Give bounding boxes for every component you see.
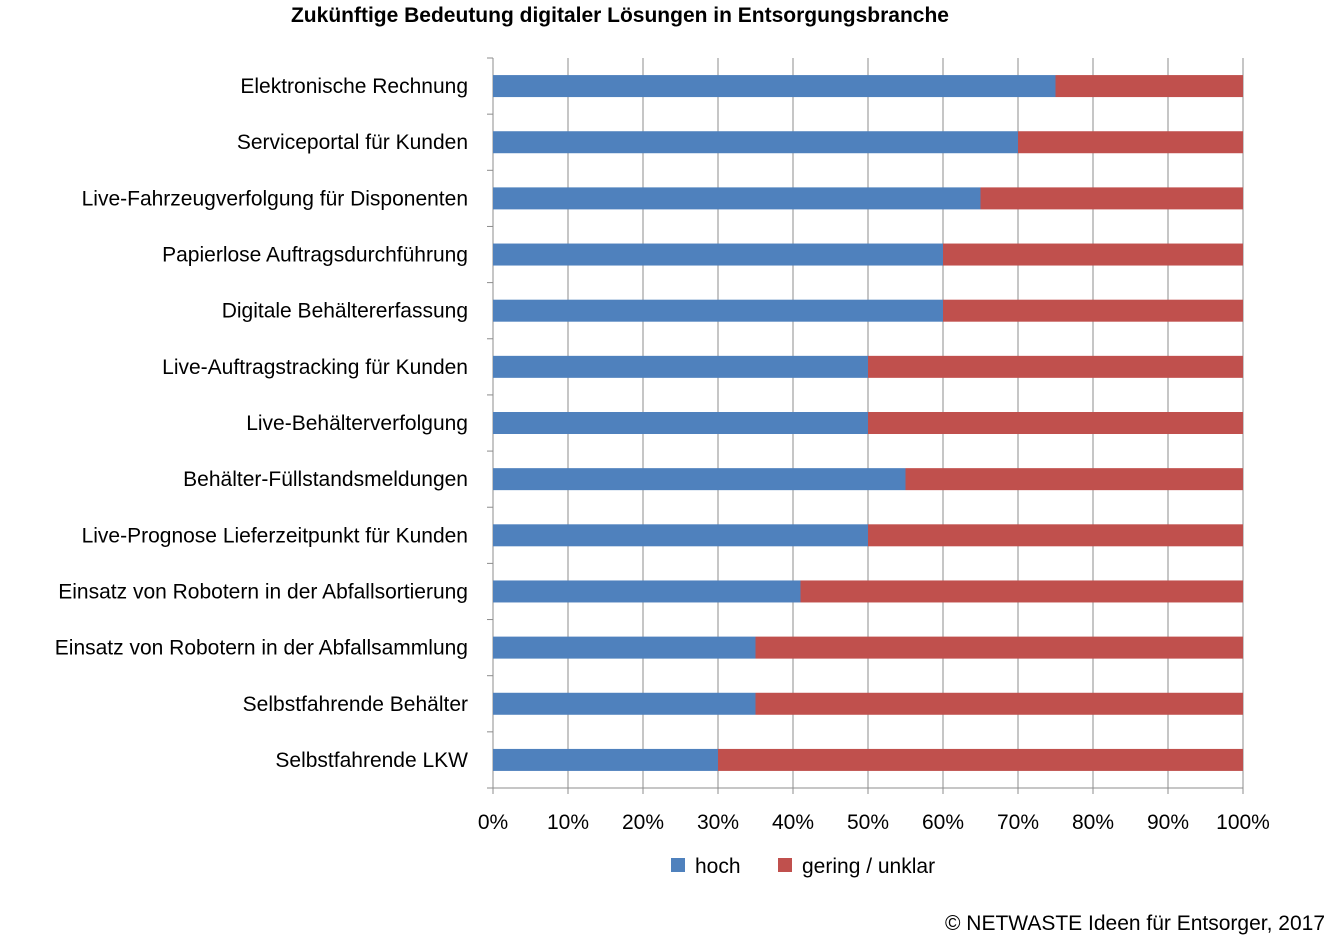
category-label: Papierlose Auftragsdurchführung [162, 244, 468, 267]
bar-segment-hoch [493, 580, 801, 603]
x-tick-label: 20% [622, 811, 664, 834]
bar-segment-gering-unklar [868, 412, 1243, 434]
category-label: Digitale Behältererfassung [222, 300, 468, 323]
x-tick-label: 100% [1216, 811, 1270, 834]
category-label: Serviceportal für Kunden [237, 131, 468, 154]
x-tick-label: 90% [1147, 811, 1189, 834]
category-label: Elektronische Rechnung [240, 75, 468, 98]
category-label: Selbstfahrende Behälter [243, 693, 468, 716]
bar-segment-gering-unklar [755, 692, 1243, 715]
category-label: Einsatz von Robotern in der Abfallsortie… [58, 580, 468, 603]
bar-segment-gering-unklar [943, 243, 1243, 266]
bar-segment-hoch [493, 355, 868, 378]
bar-segment-hoch [493, 299, 943, 322]
x-tick-label: 0% [478, 811, 508, 834]
bars [493, 75, 1243, 771]
category-label: Live-Fahrzeugverfolgung für Disponenten [82, 187, 468, 210]
category-labels: Elektronische Rechnung Serviceportal für … [55, 75, 468, 772]
category-label: Live-Behälterverfolgung [246, 412, 468, 435]
bar-segment-hoch [493, 692, 756, 715]
bar-segment-gering-unklar [905, 468, 1243, 491]
bar-segment-hoch [493, 636, 756, 659]
bar-segment-gering-unklar [718, 748, 1243, 771]
bar-segment-hoch [493, 243, 943, 266]
legend: hoch gering / unklar [671, 855, 935, 878]
bar-segment-gering-unklar [943, 299, 1243, 322]
legend-label: hoch [695, 855, 741, 878]
bar-segment-hoch [493, 131, 1018, 154]
legend-label: gering / unklar [802, 855, 935, 878]
x-tick-label: 70% [997, 811, 1039, 834]
bar-segment-hoch [493, 412, 868, 434]
bar-segment-gering-unklar [868, 524, 1243, 547]
bar-segment-hoch [493, 468, 906, 491]
x-axis-ticks: 0% 10% 20% 30% 40% 50% 60% 70% 80% 90% 100% [478, 811, 1270, 834]
bar-segment-hoch [493, 187, 981, 210]
bar-segment-gering-unklar [755, 636, 1243, 659]
legend-swatch [778, 858, 792, 872]
bar-segment-gering-unklar [868, 355, 1243, 378]
category-label: Selbstfahrende LKW [275, 749, 468, 772]
x-tick-label: 30% [697, 811, 739, 834]
x-tick-label: 10% [547, 811, 589, 834]
category-label: Behälter-Füllstandsmeldungen [183, 468, 468, 491]
x-tick-label: 40% [772, 811, 814, 834]
x-tick-label: 50% [847, 811, 889, 834]
category-label: Live-Prognose Lieferzeitpunkt für Kunden [82, 524, 468, 547]
x-tick-label: 60% [922, 811, 964, 834]
bar-segment-gering-unklar [1055, 75, 1243, 98]
category-label: Live-Auftragstracking für Kunden [162, 356, 468, 379]
bar-segment-hoch [493, 75, 1056, 98]
bar-segment-hoch [493, 748, 718, 771]
bar-segment-hoch [493, 524, 868, 547]
legend-swatch [671, 858, 685, 872]
bar-segment-gering-unklar [1018, 131, 1243, 154]
bar-segment-gering-unklar [800, 580, 1243, 603]
x-tick-label: 80% [1072, 811, 1114, 834]
copyright-text: © NETWASTE Ideen für Entsorger, 2017 [945, 912, 1325, 935]
bar-segment-gering-unklar [980, 187, 1243, 210]
chart-title: Zukünftige Bedeutung digitaler Lösungen … [291, 4, 949, 27]
category-label: Einsatz von Robotern in der Abfallsammlu… [55, 637, 468, 660]
